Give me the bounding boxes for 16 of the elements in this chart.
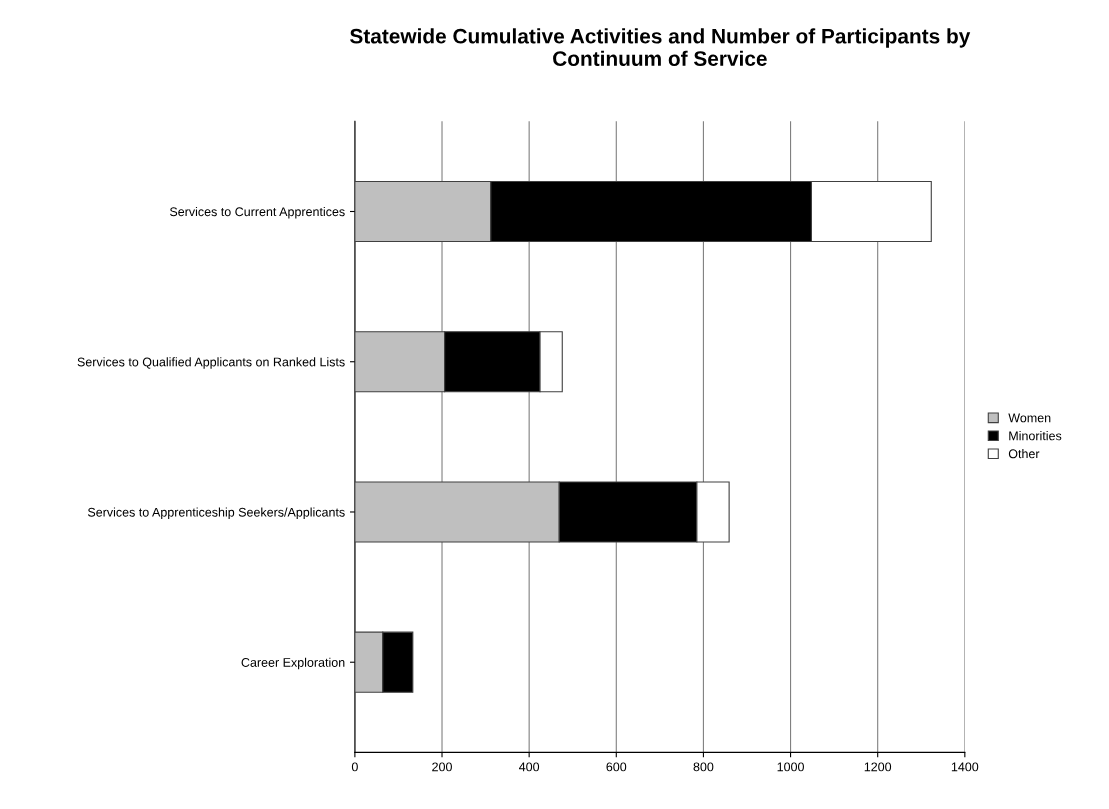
x-tick-label: 600 <box>606 762 627 772</box>
x-tick-label: 200 <box>432 762 452 772</box>
x-tick-label: 1200 <box>864 762 892 772</box>
legend-label: Other <box>1008 449 1040 459</box>
y-tick-label: Services to Apprenticeship Seekers/Applicants <box>87 507 345 520</box>
x-tick-label: 1400 <box>951 762 979 772</box>
legend-label: Women <box>1008 413 1051 423</box>
legend-label: Minorities <box>1009 431 1062 441</box>
x-tick-label: 800 <box>693 762 714 772</box>
x-tick-label: 400 <box>519 762 540 772</box>
x-tick-label: 0 <box>351 762 358 772</box>
y-tick-label: Services to Qualified Applicants on Ranked Lists <box>77 357 345 369</box>
chart-title: Statewide Cumulative Activities and Number of Participants by Continuum of Service <box>350 28 971 66</box>
y-tick-label: Services to Current Apprentices <box>169 206 345 219</box>
x-tick-label: 1000 <box>777 762 804 772</box>
y-tick-label: Career Exploration <box>241 657 345 670</box>
